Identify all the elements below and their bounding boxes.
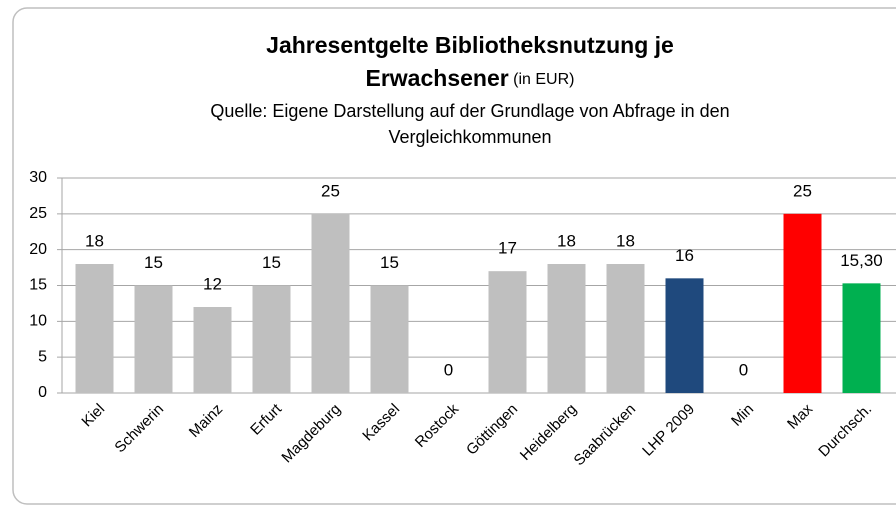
y-tick-label: 20 — [29, 241, 47, 258]
y-tick-label: 30 — [29, 169, 47, 186]
value-label: 18 — [85, 231, 104, 250]
bar — [311, 213, 350, 393]
value-label: 18 — [616, 231, 635, 250]
bar — [547, 264, 586, 393]
value-label: 15,30 — [840, 251, 883, 270]
bar — [606, 264, 645, 393]
value-label: 25 — [793, 181, 812, 200]
value-label: 0 — [739, 360, 748, 379]
chart-title: Erwachsener — [366, 65, 509, 91]
chart-title: Jahresentgelte Bibliotheksnutzung je — [266, 32, 674, 58]
bar — [75, 264, 114, 393]
bar — [665, 278, 704, 393]
bar — [370, 285, 409, 393]
y-tick-label: 25 — [29, 205, 47, 222]
y-tick-label: 15 — [29, 277, 47, 294]
value-label: 18 — [557, 231, 576, 250]
value-label: 15 — [144, 253, 163, 272]
value-label: 15 — [262, 253, 281, 272]
title-note: (in EUR) — [513, 71, 574, 88]
subtitle: Quelle: Eigene Darstellung auf der Grund… — [210, 101, 729, 121]
value-label: 12 — [203, 274, 222, 293]
bar — [488, 271, 527, 393]
value-label: 17 — [498, 239, 517, 258]
value-label: 16 — [675, 246, 694, 265]
y-tick-label: 10 — [29, 313, 47, 330]
value-label: 0 — [444, 360, 453, 379]
value-label: 15 — [380, 253, 399, 272]
bar — [252, 285, 291, 393]
bar — [134, 285, 173, 393]
bar — [842, 283, 881, 393]
bar — [783, 213, 822, 393]
bar — [193, 307, 232, 393]
chart-title: Erwachsener (in EUR) — [366, 65, 575, 91]
y-tick-label: 5 — [38, 348, 47, 365]
subtitle: Vergleichkommunen — [388, 127, 551, 147]
value-label: 25 — [321, 181, 340, 200]
y-tick-label: 0 — [38, 384, 47, 401]
